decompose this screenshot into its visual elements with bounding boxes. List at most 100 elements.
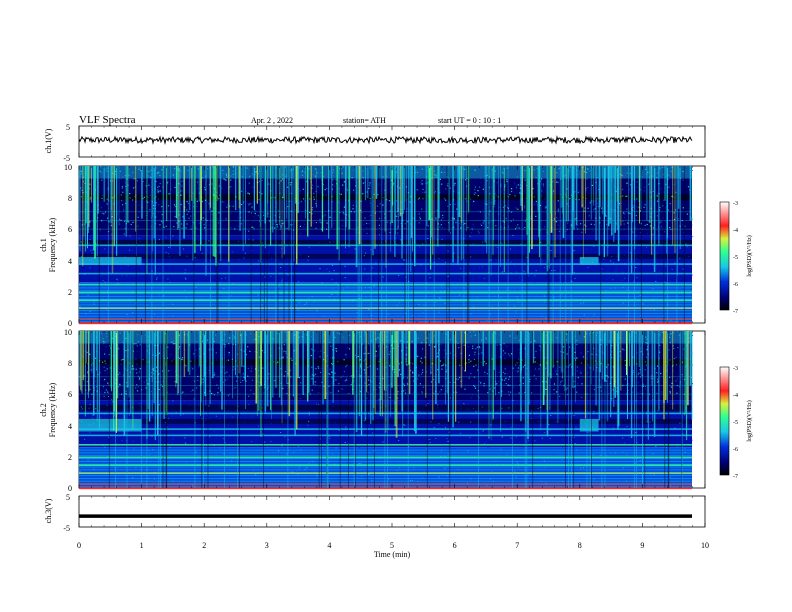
spec-noise bbox=[429, 342, 431, 344]
spec-noise bbox=[483, 373, 485, 376]
spec-column bbox=[385, 166, 387, 323]
spec-noise bbox=[611, 376, 613, 378]
spec-noise bbox=[572, 250, 574, 252]
spec-noise bbox=[632, 331, 634, 333]
spec-noise bbox=[575, 426, 577, 428]
spec-noise bbox=[122, 204, 124, 206]
spec-sferic bbox=[426, 166, 428, 227]
spec-noise bbox=[172, 303, 174, 305]
spec-noise bbox=[80, 256, 83, 257]
spec-column bbox=[361, 166, 362, 323]
spec-noise bbox=[643, 206, 645, 208]
spec-noise bbox=[249, 432, 251, 434]
spec-noise bbox=[676, 378, 678, 380]
spec-noise bbox=[80, 173, 82, 175]
spec-noise bbox=[420, 173, 422, 175]
spec-noise bbox=[376, 310, 378, 312]
spec-noise bbox=[352, 204, 354, 206]
spec-noise bbox=[301, 388, 303, 390]
spec-sferic bbox=[93, 166, 95, 251]
spec-noise bbox=[306, 467, 308, 469]
spec-noise bbox=[389, 210, 391, 212]
spec-column bbox=[228, 166, 230, 323]
spec-noise bbox=[537, 420, 539, 422]
spec-noise bbox=[486, 180, 488, 182]
spec-noise bbox=[683, 419, 686, 421]
spec-sferic bbox=[198, 166, 200, 202]
spec-noise bbox=[494, 170, 497, 172]
spec-noise bbox=[252, 338, 254, 340]
spec-line bbox=[79, 444, 692, 446]
spec-noise bbox=[350, 403, 352, 405]
spec-noise bbox=[341, 172, 343, 174]
spec-noise bbox=[117, 386, 119, 388]
spec-noise bbox=[185, 461, 187, 463]
spec-noise bbox=[274, 199, 276, 201]
spec-noise bbox=[332, 169, 334, 171]
spec-noise bbox=[173, 226, 175, 228]
spec-noise bbox=[651, 459, 653, 461]
spec-noise bbox=[655, 280, 657, 282]
spec-column bbox=[448, 166, 450, 323]
spec-dark-band bbox=[79, 418, 692, 424]
spec-noise bbox=[619, 227, 621, 229]
spec-noise bbox=[89, 432, 91, 434]
spec-noise bbox=[232, 388, 235, 390]
spec-noise bbox=[410, 223, 412, 225]
spec-noise bbox=[241, 190, 243, 192]
spec-noise bbox=[487, 392, 489, 394]
spec-noise bbox=[286, 335, 288, 337]
spec-noise bbox=[425, 337, 428, 339]
spec-noise bbox=[446, 172, 448, 174]
spec-noise bbox=[660, 437, 662, 439]
spec-noise bbox=[457, 342, 459, 344]
spec-noise bbox=[332, 288, 334, 290]
spec-sferic bbox=[614, 166, 616, 233]
spec-noise bbox=[477, 210, 479, 212]
spec-noise bbox=[515, 228, 517, 230]
spec-noise bbox=[223, 201, 225, 203]
spec-noise bbox=[283, 344, 285, 346]
spec-noise bbox=[486, 276, 488, 278]
spec-noise bbox=[591, 227, 593, 229]
spec-noise bbox=[332, 184, 334, 186]
spec-noise bbox=[189, 360, 191, 362]
spec-noise bbox=[642, 436, 645, 438]
spec-noise bbox=[279, 288, 281, 290]
spec-noise bbox=[587, 351, 589, 353]
spec-noise bbox=[332, 240, 334, 242]
spec-noise bbox=[111, 243, 113, 245]
spec-noise bbox=[669, 341, 671, 344]
spec-sferic bbox=[606, 166, 609, 257]
ch1-spec-ytick-2: 2 bbox=[68, 288, 72, 297]
spec-noise bbox=[489, 193, 491, 195]
spec-noise bbox=[650, 381, 652, 383]
spec-noise bbox=[646, 338, 648, 340]
spec-line-fine bbox=[79, 475, 692, 476]
spec-noise bbox=[359, 335, 361, 337]
spec-noise bbox=[657, 172, 659, 174]
spec-noise bbox=[104, 248, 106, 250]
spec-noise bbox=[576, 366, 578, 368]
spec-noise bbox=[569, 166, 571, 168]
spec-noise bbox=[153, 313, 156, 315]
spec-noise bbox=[223, 288, 225, 289]
spec-noise bbox=[302, 280, 304, 282]
spec-noise bbox=[497, 409, 499, 411]
spec-line bbox=[79, 434, 692, 437]
spec-noise bbox=[657, 378, 659, 380]
spec-noise bbox=[691, 439, 693, 441]
spec-noise bbox=[608, 227, 610, 229]
spec-noise bbox=[358, 468, 360, 470]
spec-noise bbox=[114, 194, 116, 197]
spec-noise bbox=[438, 297, 441, 299]
spec-noise bbox=[691, 274, 693, 276]
spec-noise bbox=[137, 386, 139, 388]
spec-noise bbox=[102, 340, 104, 342]
spec-noise bbox=[371, 315, 373, 316]
spec-noise bbox=[535, 378, 537, 380]
spec-noise bbox=[122, 191, 124, 193]
spec-noise bbox=[607, 367, 609, 369]
spec-noise bbox=[90, 197, 92, 199]
spec-noise bbox=[277, 361, 279, 363]
